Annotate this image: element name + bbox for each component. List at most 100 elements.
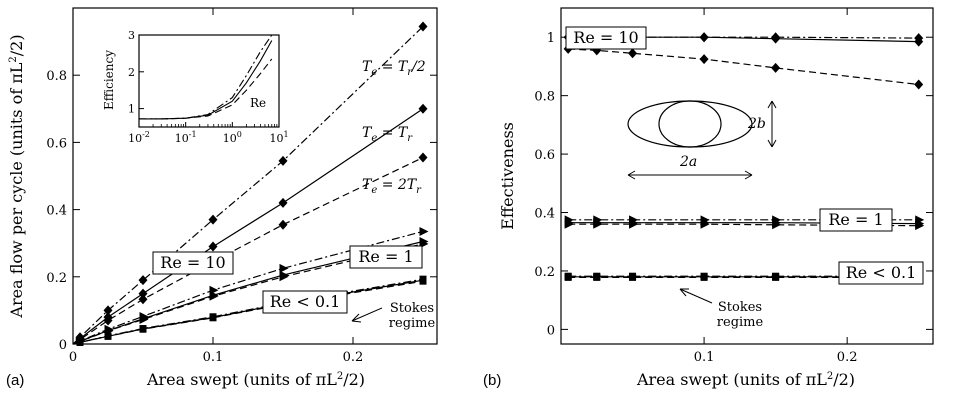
b-point-5-2 [629, 219, 639, 229]
a-point-8-2 [104, 332, 112, 340]
inset-series [139, 34, 273, 120]
box-re01-a: Re < 0.1 [270, 292, 341, 311]
box-re10-a-frame [152, 251, 234, 275]
a-point-1-4 [208, 241, 218, 252]
a-point-0-5 [278, 155, 288, 166]
label-te-half: Te = Tr/2 [362, 59, 426, 78]
a-point-8-6 [419, 277, 427, 285]
a-xtick-label: 0.2 [343, 350, 364, 365]
a-point-1-6 [418, 103, 428, 114]
panel-a-ylabel: Area flow per cycle (units of πL2/2) [7, 34, 26, 318]
stokes-a-line1: Stokes [390, 301, 434, 316]
a-point-0-6 [418, 21, 428, 32]
box-re1-b-frame [819, 208, 893, 232]
b-ytick-label: 0.4 [534, 207, 555, 222]
b-ytick-label: 1 [547, 31, 555, 46]
a-ytick-label: 0.6 [46, 136, 67, 151]
inset-xtick-label: 101 [269, 130, 288, 145]
inset-xlabel: Re [250, 96, 266, 110]
circle-inner [658, 100, 722, 148]
stokes-a-arrow [351, 307, 383, 322]
inset-ticks: 10-2 10-1 100 101 1 2 3 [128, 29, 289, 145]
dim-a-arrowheads [627, 170, 753, 180]
b-point-1-4 [771, 33, 781, 44]
dim-b-arrowheads [767, 100, 777, 148]
panel-b-ticks: 0.1 0.2 0 0.2 0.4 0.6 0.8 1 [534, 8, 933, 365]
b-point-8-0 [564, 273, 572, 281]
stokes-b-line2: regime [717, 315, 764, 330]
a-point-2-3 [138, 294, 148, 305]
inset: 10-2 10-1 100 101 1 2 3 Efficiency Re [102, 29, 289, 145]
inset-ytick-label: 3 [128, 29, 135, 42]
inset-ylabel: Efficiency [102, 50, 116, 110]
b-ytick-label: 0.2 [534, 265, 555, 280]
a-point-5-5 [279, 272, 289, 282]
a-point-1-3 [138, 288, 148, 299]
box-re10-b: Re = 10 [573, 28, 638, 47]
panel-a-xlabel: Area swept (units of πL2/2) [146, 370, 365, 389]
label-te-equal: Te = Tr [362, 125, 413, 144]
a-series-line-1 [72, 108, 424, 345]
a-point-0-3 [138, 275, 148, 286]
panel-a-frame [72, 7, 438, 345]
stokes-b-arrowhead [679, 288, 689, 297]
box-re10-a: Re = 10 [160, 253, 225, 272]
panel-a-ticks: 0 0.1 0.2 0 0.2 0.4 0.6 0.8 [46, 8, 437, 365]
a-point-1-5 [278, 197, 288, 208]
box-re10-b-frame [565, 26, 647, 50]
stokes-a-arrowhead [351, 313, 362, 323]
inset-xtick-label: 10-1 [175, 130, 197, 145]
a-ytick-label: 0.2 [46, 271, 67, 286]
b-point-5-1 [593, 219, 603, 229]
panel-b: 0.1 0.2 0 0.2 0.4 0.6 0.8 1 Effectiveness Area … [483, 7, 934, 389]
stokes-b-line1: Stokes [718, 300, 762, 315]
panel-b-label: (b) [483, 372, 501, 389]
a-xtick-label: 0.1 [203, 350, 224, 365]
a-point-8-3 [139, 325, 147, 333]
b-point-8-2 [629, 273, 637, 281]
panel-a-label: (a) [6, 372, 24, 389]
b-point-1-5 [914, 36, 924, 47]
a-point-3-6 [419, 226, 429, 236]
a-point-8-1 [76, 338, 84, 346]
a-ytick-label: 0 [59, 338, 67, 353]
b-series-line-5 [568, 223, 919, 227]
b-point-2-5 [914, 79, 924, 90]
panel-b-ylabel: Effectiveness [498, 122, 517, 230]
b-ytick-label: 0 [547, 323, 555, 338]
panel-a: 0 0.1 0.2 0 0.2 0.4 0.6 0.8 Area flow per cycle… [6, 7, 438, 389]
b-point-5-3 [700, 219, 710, 229]
dim-a-label: 2a [679, 154, 697, 170]
a-xtick-label: 0 [69, 350, 77, 365]
inset-series-line-2 [139, 58, 273, 120]
a-ytick-label: 0.8 [46, 69, 67, 84]
b-point-8-3 [700, 273, 708, 281]
a-point-0-2 [103, 305, 113, 316]
box-re01-a-frame [262, 290, 348, 314]
b-series-line-4 [568, 222, 919, 225]
inset-series-line-1 [139, 34, 273, 120]
inset-frame [138, 34, 280, 128]
stokes-a-line2: regime [389, 316, 436, 331]
a-point-8-4 [209, 314, 217, 322]
a-point-0-4 [208, 214, 218, 225]
b-xtick-label: 0.2 [837, 350, 858, 365]
b-point-5-0 [564, 219, 574, 229]
inset-xtick-label: 100 [223, 130, 242, 145]
b-point-5-5 [915, 221, 925, 231]
b-point-8-1 [593, 273, 601, 281]
b-point-2-4 [771, 62, 781, 73]
dim-b-label: 2b [747, 116, 766, 132]
b-series-line-2 [568, 48, 919, 86]
inset-ytick-label: 1 [128, 103, 135, 116]
a-ytick-label: 0.4 [46, 204, 67, 219]
a-point-3-5 [279, 263, 289, 273]
a-point-2-6 [418, 152, 428, 163]
b-point-1-3 [699, 32, 709, 43]
b-point-5-4 [772, 220, 782, 230]
box-re1-b: Re = 1 [828, 210, 883, 229]
box-re1-a: Re = 1 [358, 247, 413, 266]
b-point-2-2 [628, 48, 638, 59]
label-te-double: Te = 2Tr [362, 177, 422, 196]
